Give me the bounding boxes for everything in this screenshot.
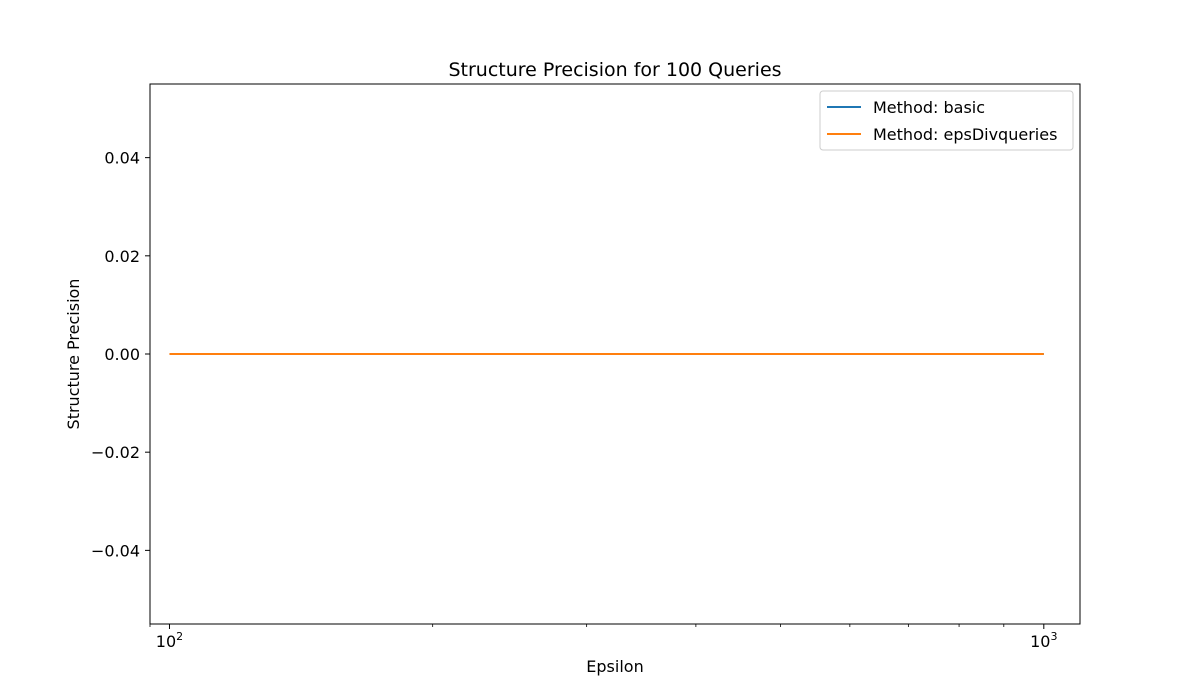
y-tick-label: −0.04: [91, 541, 140, 560]
ticks-layer: −0.04 −0.02 0.00 0.02 0.04 102 103: [91, 149, 1058, 651]
y-tick-label: 0.00: [104, 345, 140, 364]
legend-label: Method: basic: [873, 98, 985, 117]
legend-box: [819, 90, 1074, 151]
y-tick-label: 0.02: [104, 247, 140, 266]
legend-label: Method: epsDivqueries: [873, 125, 1057, 144]
y-tick-label: 0.04: [104, 149, 140, 168]
legend: Method: basic Method: epsDivqueries: [819, 90, 1074, 151]
chart-title: Structure Precision for 100 Queries: [448, 59, 781, 81]
y-axis-label: Structure Precision: [64, 279, 83, 430]
x-tick-label: 102: [156, 630, 183, 651]
x-axis-label: Epsilon: [586, 657, 643, 676]
plot-frame: [149, 83, 1081, 625]
y-tick-label: −0.02: [91, 443, 140, 462]
x-tick-label: 103: [1030, 630, 1057, 651]
